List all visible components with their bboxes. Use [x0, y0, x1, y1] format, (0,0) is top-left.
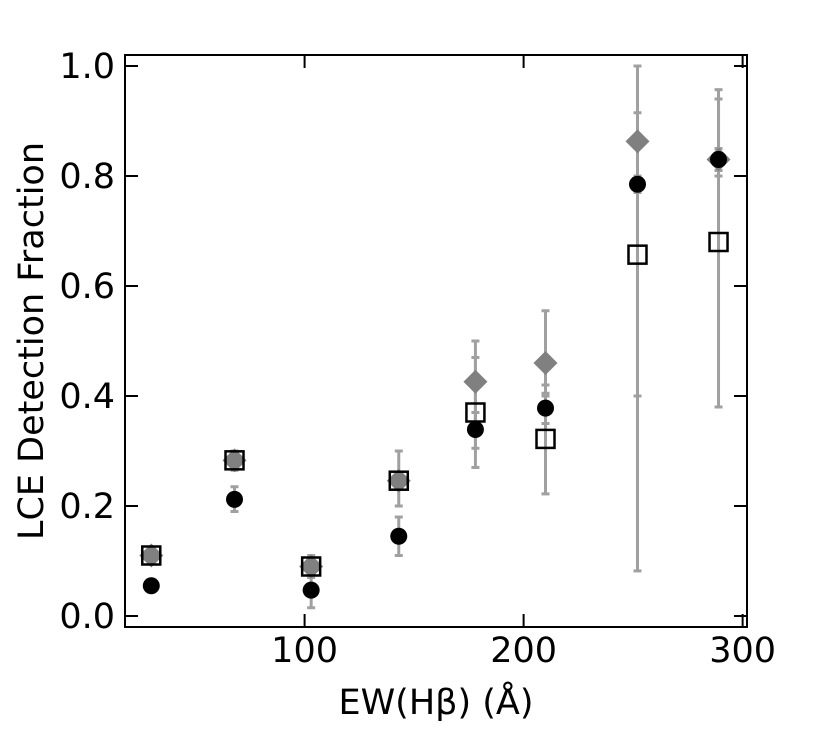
diamond-marker: [533, 351, 558, 375]
y-tick-label: 1.0: [59, 47, 115, 87]
y-tick-label: 0.8: [59, 157, 115, 197]
square-marker: [627, 244, 648, 265]
plot-area: [124, 54, 748, 628]
plot-frame: [124, 54, 748, 628]
square-marker: [535, 428, 556, 450]
circle-marker: [710, 151, 728, 168]
x-tick-label: 200: [490, 631, 557, 671]
circle-marker: [142, 577, 160, 595]
y-tick-label: 0.6: [59, 267, 115, 307]
circle-marker: [466, 421, 484, 439]
data-markers: [139, 129, 731, 599]
axis-ticks: [125, 55, 747, 627]
circle-marker: [302, 581, 320, 599]
square-marker: [300, 556, 322, 577]
diamond-marker: [463, 369, 488, 394]
square-marker: [388, 470, 410, 491]
square-marker: [708, 231, 729, 253]
circle-marker: [390, 527, 408, 545]
diamond-marker: [222, 448, 247, 473]
y-axis-title: LCE Detection Fraction: [12, 142, 52, 540]
square-marker: [141, 545, 162, 566]
diamond-marker: [625, 129, 650, 154]
y-tick-label: 0.0: [59, 597, 115, 637]
x-axis-title: EW(Hβ) (Å): [338, 680, 533, 723]
circle-marker: [537, 399, 555, 417]
x-tick-label: 300: [709, 631, 776, 671]
diamond-marker: [139, 543, 164, 568]
diamond-marker: [386, 468, 411, 493]
y-tick-label: 0.4: [59, 377, 115, 417]
square-marker: [224, 450, 245, 471]
x-tick-label: 100: [271, 631, 338, 671]
circle-marker: [226, 490, 244, 508]
diamond-marker: [299, 554, 324, 579]
y-tick-label: 0.2: [59, 487, 115, 527]
tick-labels: 100 200 300 0.0 0.2 0.4 0.6 0.8 1.0: [59, 47, 776, 671]
circle-marker: [628, 175, 646, 193]
